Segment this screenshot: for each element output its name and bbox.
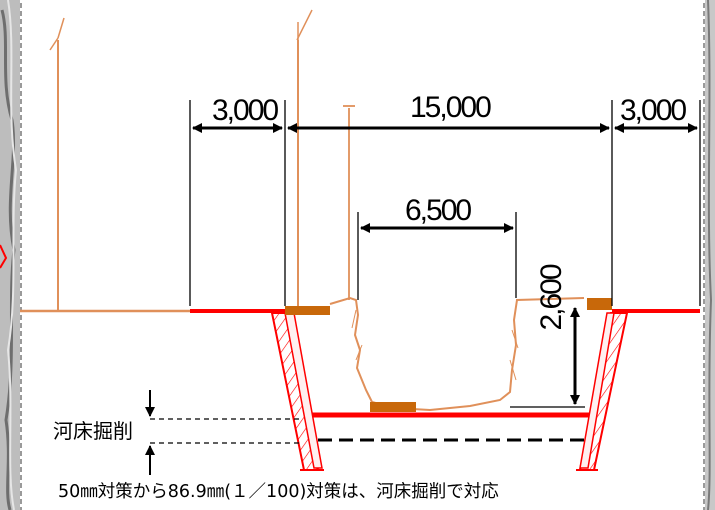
frame-border bbox=[20, 0, 705, 510]
extension-lines bbox=[189, 100, 701, 408]
existing-section bbox=[20, 9, 585, 412]
caption-text: 50㎜対策から86.9㎜(１／100)対策は、河床掘削で対応 bbox=[58, 482, 499, 502]
right-berm-dimension: 3,000 bbox=[620, 94, 687, 127]
revetment-blocks bbox=[285, 298, 612, 412]
background-photo-right bbox=[705, 0, 715, 510]
left-berm-dimension: 3,000 bbox=[212, 94, 279, 127]
riverbed-excavation-label: 河床掘削 bbox=[53, 419, 133, 443]
channel-width-dimension: 6,500 bbox=[405, 194, 472, 227]
background-photo-left bbox=[0, 0, 20, 510]
improved-section bbox=[190, 309, 700, 471]
dimension-arrows bbox=[145, 123, 698, 475]
depth-dimension: 2,600 bbox=[535, 265, 568, 331]
top-width-dimension: 15,000 bbox=[410, 91, 492, 124]
